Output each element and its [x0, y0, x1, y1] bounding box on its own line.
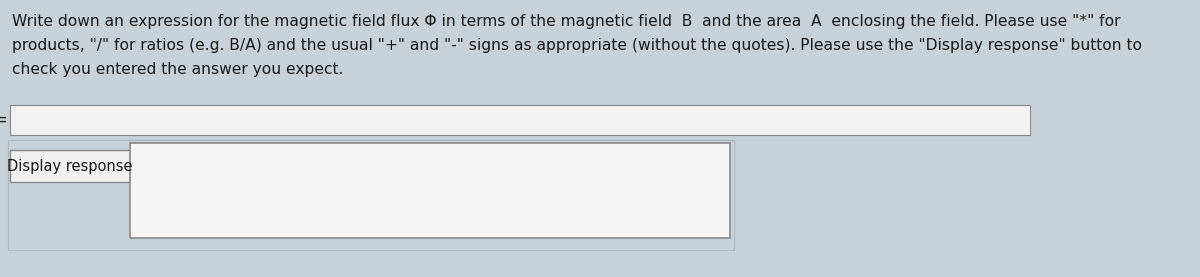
Text: Display response: Display response — [7, 158, 133, 173]
FancyBboxPatch shape — [10, 150, 130, 182]
Text: products, "/" for ratios (e.g. B/A) and the usual "+" and "-" signs as appropria: products, "/" for ratios (e.g. B/A) and … — [12, 38, 1142, 53]
FancyBboxPatch shape — [130, 143, 730, 238]
Text: Φ=: Φ= — [0, 111, 8, 129]
FancyBboxPatch shape — [10, 105, 1030, 135]
FancyBboxPatch shape — [8, 140, 734, 250]
Text: Write down an expression for the magnetic field flux Φ in terms of the magnetic : Write down an expression for the magneti… — [12, 14, 1121, 29]
Text: check you entered the answer you expect.: check you entered the answer you expect. — [12, 62, 343, 77]
